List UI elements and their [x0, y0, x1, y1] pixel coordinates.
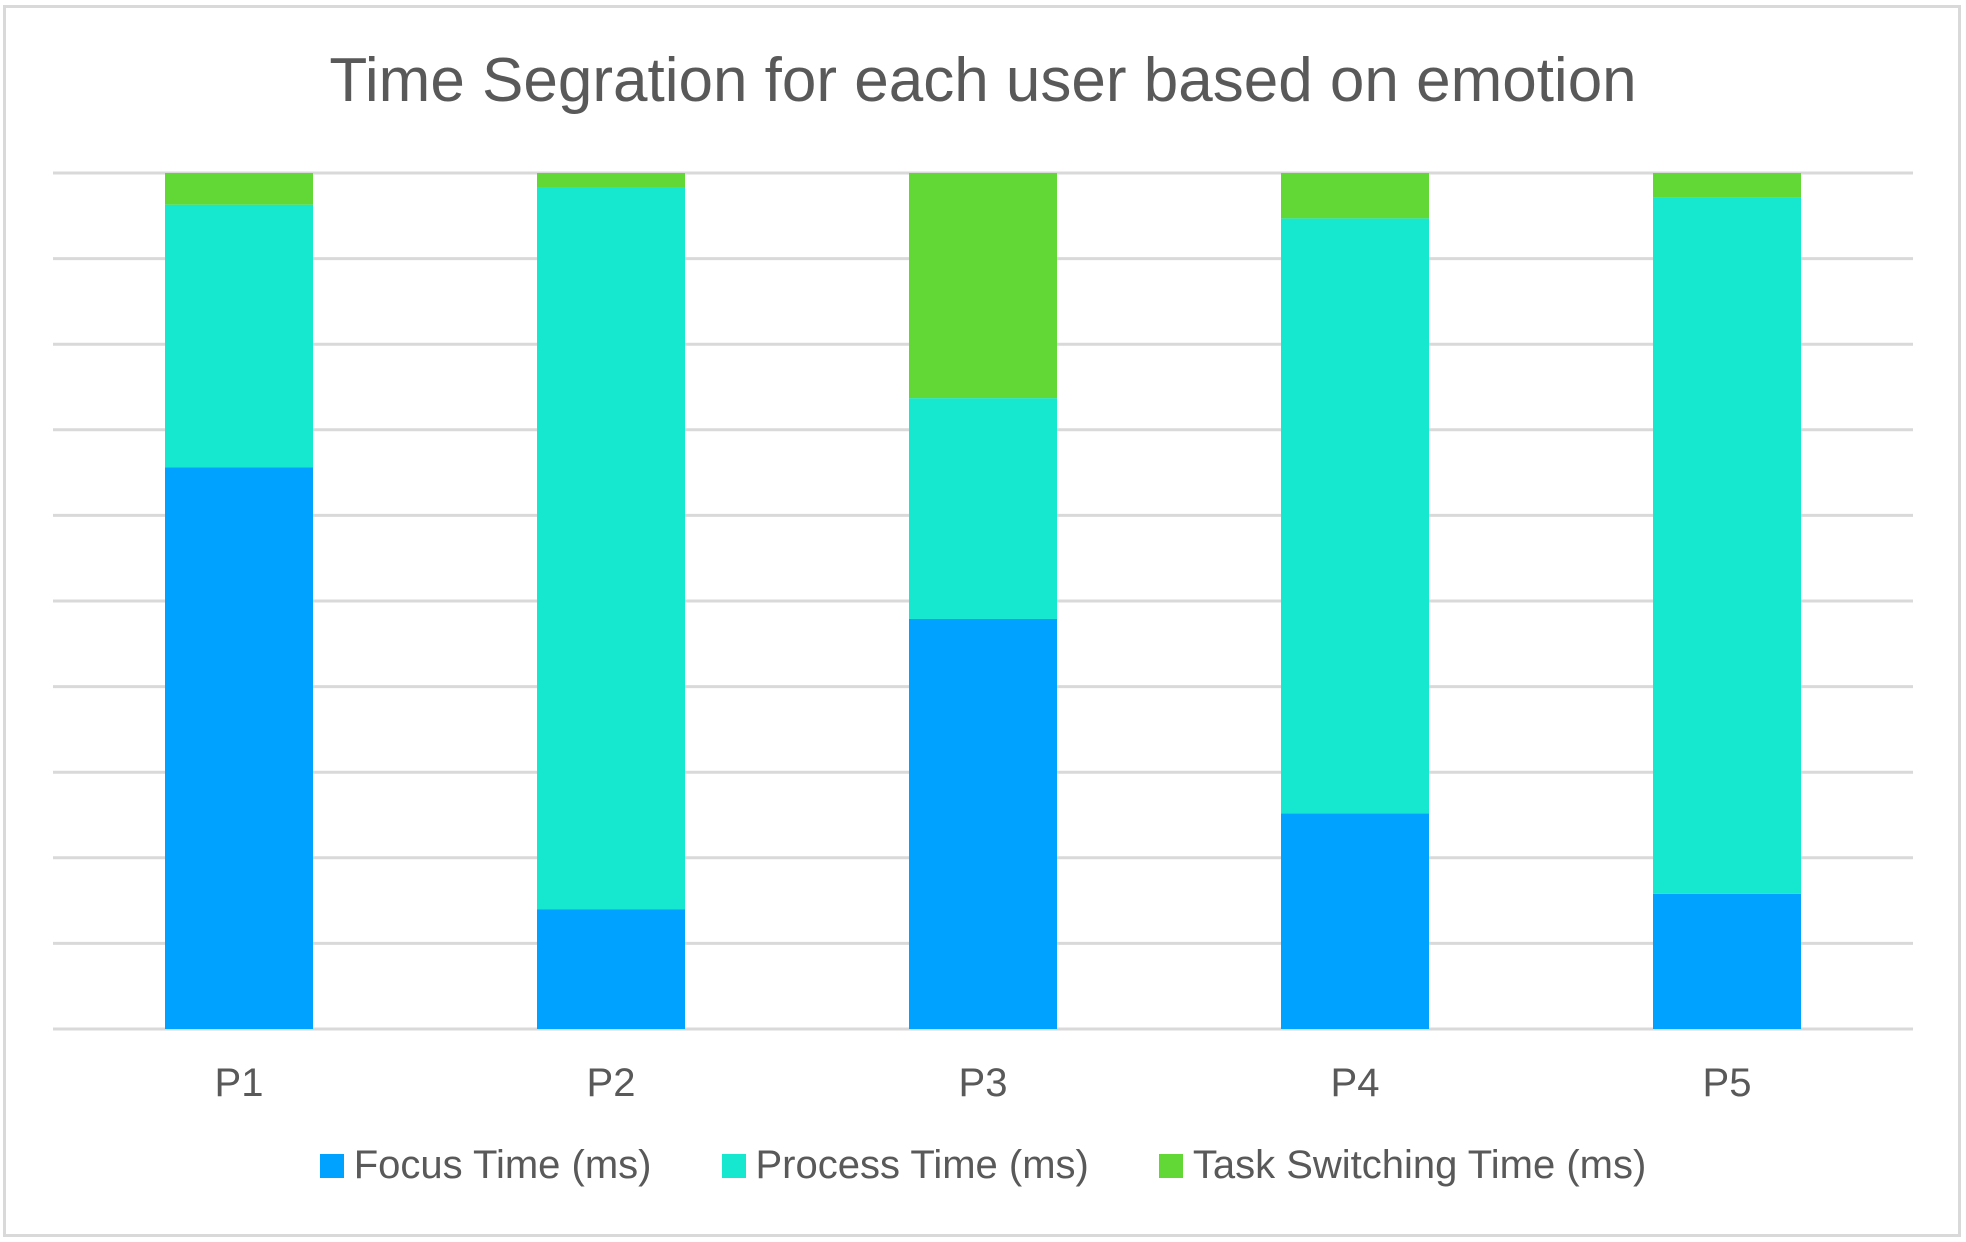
bar-segment-p5-series-1 [1653, 893, 1801, 1029]
legend-swatch-focus [319, 1153, 344, 1178]
bar-segment-p5-series-3 [1653, 173, 1801, 198]
x-tick-label: P2 [587, 1061, 636, 1105]
x-tick-label: P4 [1331, 1061, 1380, 1105]
chart-title: Time Segration for each user based on em… [329, 46, 1637, 115]
bar-segment-p1-series-2 [165, 204, 313, 468]
bar-segment-p3-series-3 [909, 173, 1057, 399]
legend-label-task-switching: Task Switching Time (ms) [1192, 1143, 1647, 1187]
legend-item-focus: Focus Time (ms) [319, 1143, 652, 1188]
bar-segment-p2-series-2 [537, 187, 685, 910]
bar-segment-p3-series-2 [909, 398, 1057, 619]
bar-segment-p4-series-2 [1281, 218, 1429, 814]
legend-item-task-switching: Task Switching Time (ms) [1158, 1143, 1647, 1188]
bar-segment-p4-series-3 [1281, 173, 1429, 219]
legend: Focus Time (ms) Process Time (ms) Task S… [0, 1143, 1966, 1188]
x-tick-label: P1 [215, 1061, 264, 1105]
bar-segment-p1-series-1 [165, 467, 313, 1029]
x-tick-label: P3 [959, 1061, 1008, 1105]
legend-item-process: Process Time (ms) [721, 1143, 1089, 1188]
legend-swatch-process [721, 1153, 746, 1178]
legend-label-process: Process Time (ms) [755, 1143, 1089, 1187]
bar-segment-p2-series-3 [537, 173, 685, 188]
bar-segment-p5-series-2 [1653, 197, 1801, 894]
bar-segment-p4-series-1 [1281, 813, 1429, 1029]
legend-label-focus: Focus Time (ms) [353, 1143, 652, 1187]
bar-segment-p3-series-1 [909, 618, 1057, 1029]
bar-segment-p1-series-3 [165, 173, 313, 205]
legend-swatch-task-switching [1158, 1153, 1183, 1178]
bar-segment-p2-series-1 [537, 909, 685, 1029]
x-tick-label: P5 [1703, 1061, 1752, 1105]
